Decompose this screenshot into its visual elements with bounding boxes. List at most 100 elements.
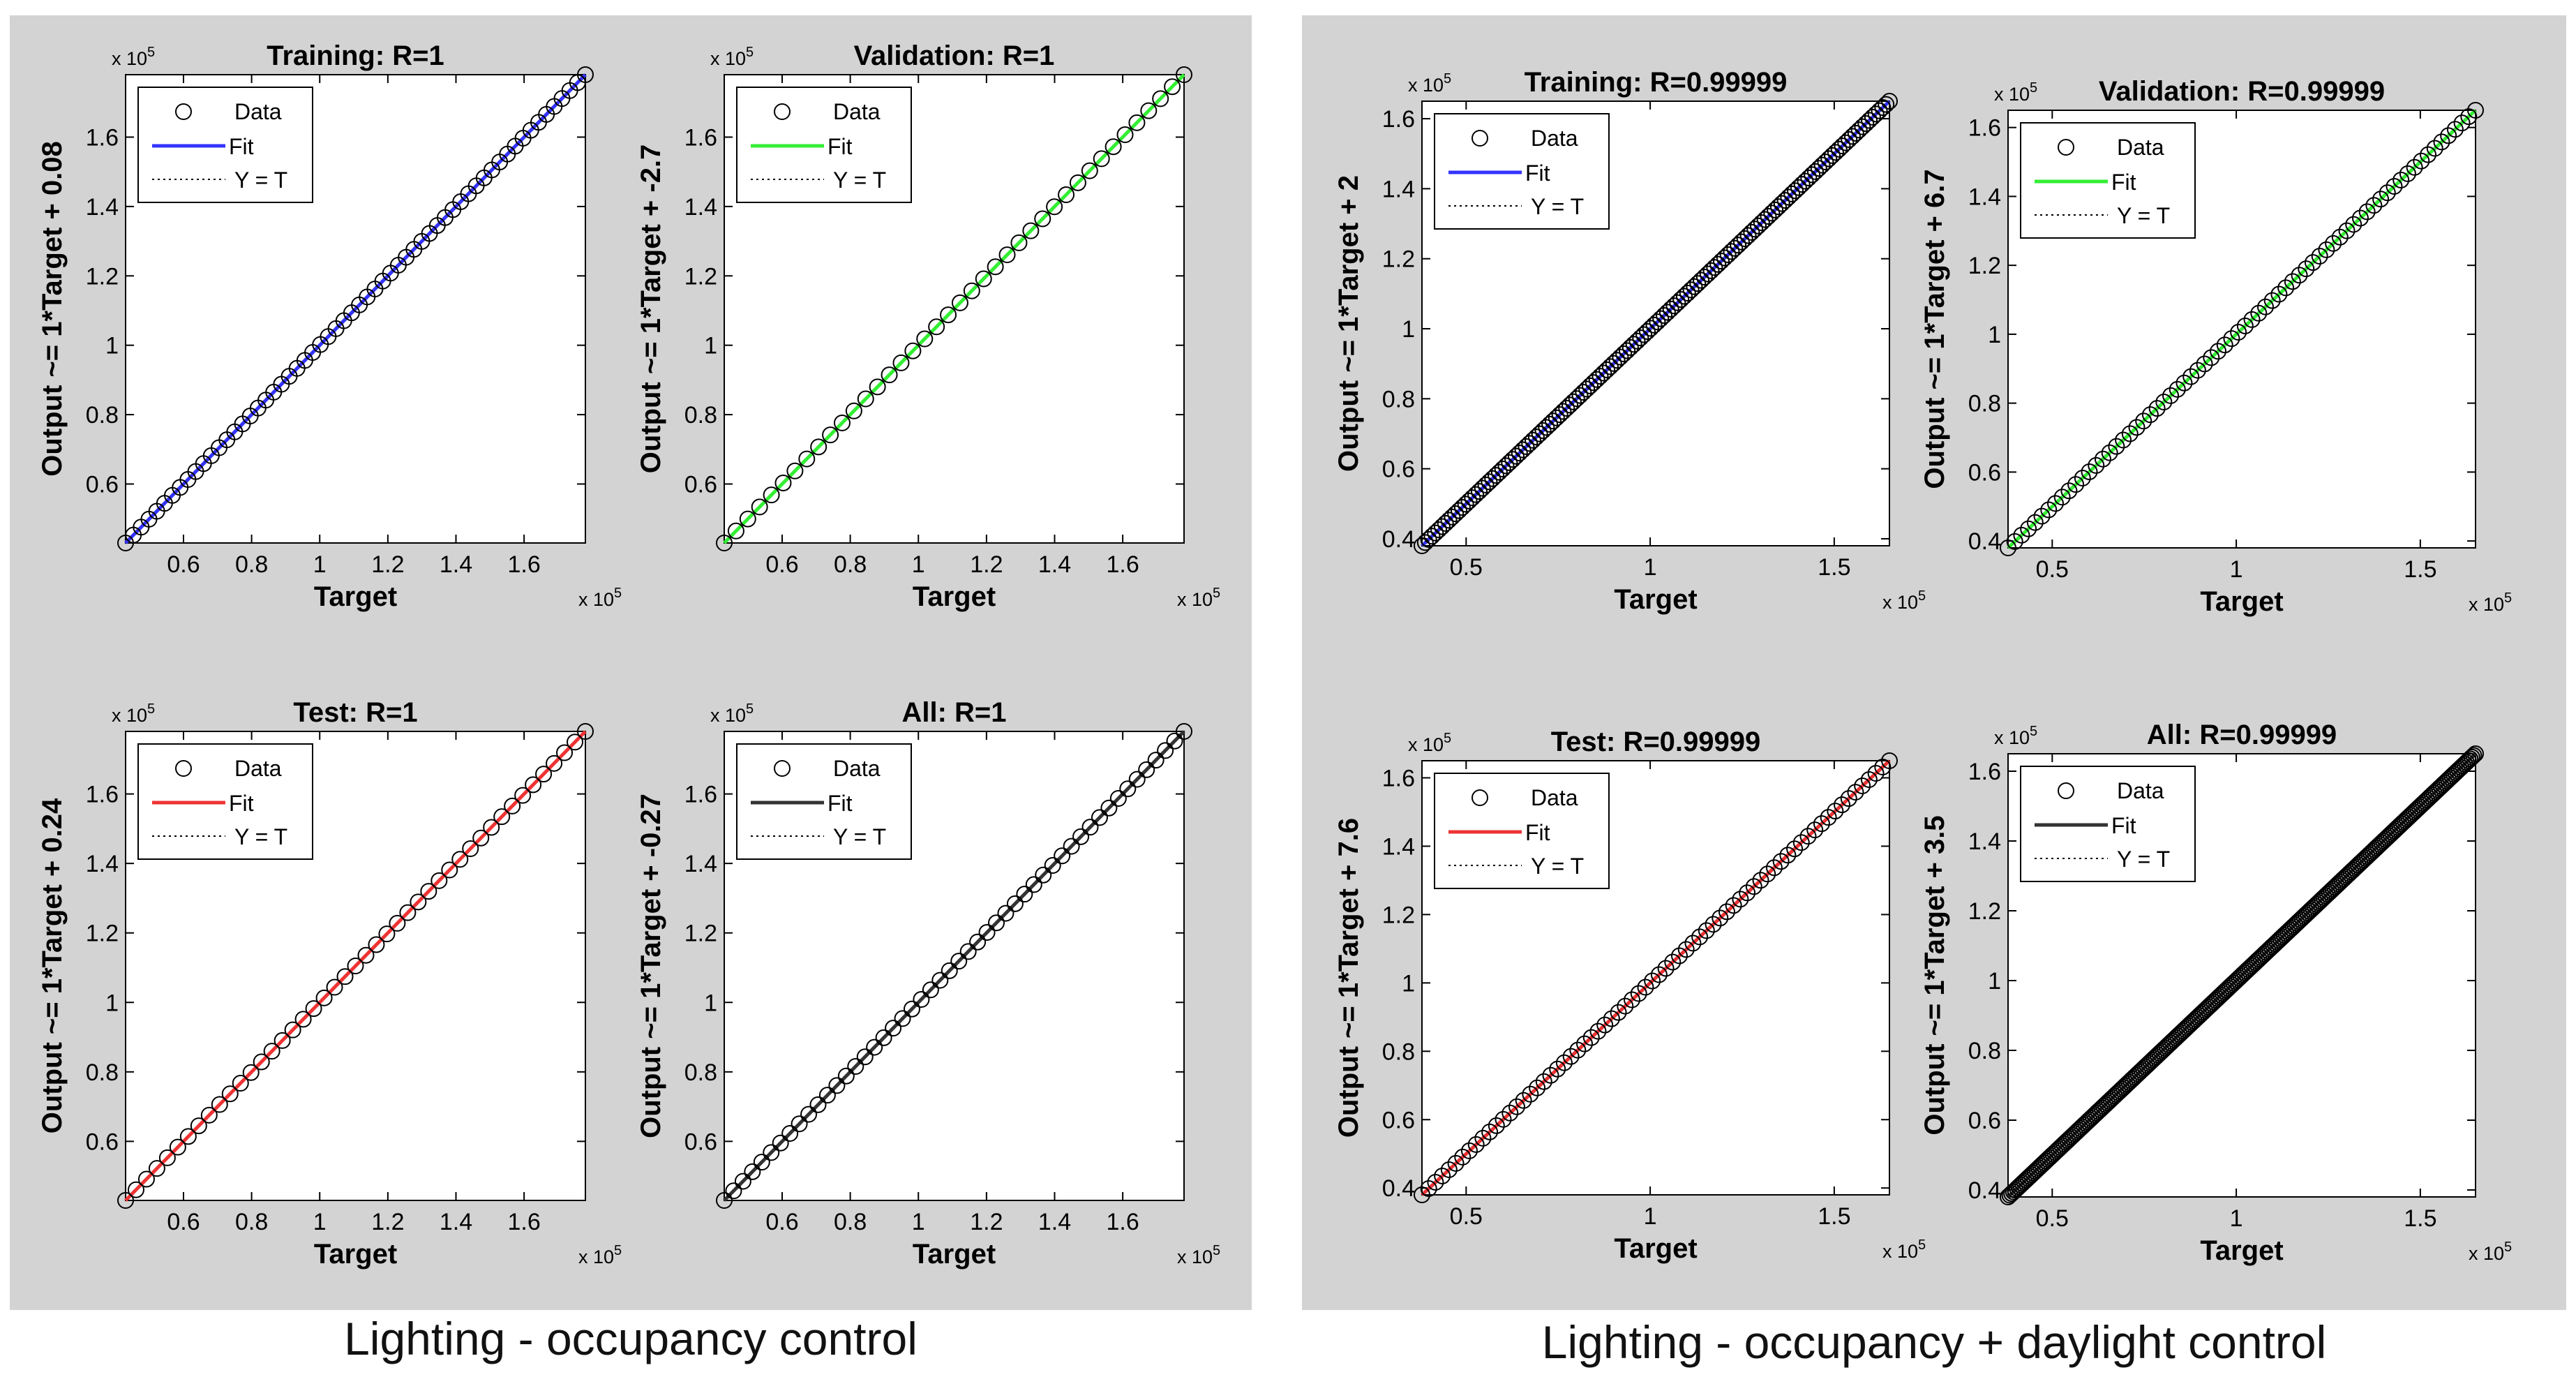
data-point [200,1106,218,1124]
y-tick-label: 1.4 [684,194,717,221]
data-point [2284,273,2301,290]
data-point [1044,857,1061,874]
data-point [2013,526,2030,544]
data-point [1745,878,1762,895]
y-tick-label: 1.6 [1968,115,2001,142]
data-point [148,1160,165,1177]
data-point [1596,1016,1614,1034]
data-point [1619,342,1636,359]
data-point [1813,156,1831,174]
data-point [894,1010,911,1027]
data-point [1538,419,1555,436]
data-point [577,723,594,740]
data-point [1702,262,1720,279]
caption-occupancy: Lighting - occupancy control [344,1313,918,1364]
y-tick-label: 1 [1988,322,2001,348]
chart-title: Validation: R=0.99999 [2099,76,2385,107]
data-point [1847,784,1864,801]
data-point [2420,146,2437,163]
x-multiplier-exp: 5 [1918,1237,1926,1253]
legend-data-label: Data [1531,126,1578,151]
data-point [1494,461,1511,478]
y-tick-label: 1.4 [1382,176,1415,202]
y-tick-label: 0.8 [684,1059,717,1086]
data-point [1776,192,1794,209]
data-point [1514,441,1532,459]
x-tick-label: 1 [912,1209,925,1235]
data-point [2182,368,2200,385]
data-point [1797,172,1814,190]
x-axis-label: Target [1614,584,1697,615]
data-point [1457,496,1474,513]
data-point [2338,222,2356,239]
x-axis-label: Target [2200,586,2283,617]
data-point [2141,406,2159,424]
y-multiplier-exp: 5 [2030,724,2037,739]
data-point [1867,105,1885,123]
data-point [1689,275,1707,292]
data-point [1562,396,1579,414]
x-tick-label: 0.6 [765,1209,798,1235]
data-point [305,1000,322,1018]
data-point [420,883,437,900]
chart-validation-occupancy: 0.6 0.8 1 1.2 1.4 1.6 0.6 0.8 1 1.2 1.4 1.6 Validati… [636,40,1220,612]
chart-validation-daylight: 0.5 1 1.5 0.4 0.6 0.8 1 1.2 1.4 1.6 Validation: R=… [1919,76,2512,617]
legend-data-marker [1472,130,1488,147]
x-tick-label: 0.8 [834,551,867,578]
data-point [1578,380,1596,398]
data-point [294,1011,312,1028]
legend-data-marker [1472,789,1488,806]
x-tick-label: 1 [313,1209,327,1235]
y-tick-label: 0.8 [1968,1038,2001,1064]
data-point [1691,928,1709,946]
data-point [810,438,828,456]
data-point [1444,508,1461,526]
data-point [2115,431,2132,449]
data-point [2460,108,2478,126]
data-point [1686,278,1703,295]
y-tick-label: 1.4 [1968,184,2001,210]
data-point [1698,922,1715,939]
data-point [1665,297,1683,315]
data-point [1501,454,1518,471]
y-tick-label: 1.2 [1968,253,2001,279]
y-tick-label: 1.2 [1382,246,1415,273]
data-point [525,776,542,794]
y-tick-label: 1.4 [86,194,119,221]
data-point [997,905,1014,922]
x-tick-label: 1 [2230,1205,2243,1232]
data-point [818,1087,836,1104]
legend-identity-label: Y = T [833,824,886,849]
data-point [1656,307,1673,325]
data-point [1824,147,1841,164]
data-point [1128,114,1146,131]
data-point [798,450,816,468]
x-tick-label: 0.8 [235,551,268,578]
x-tick-label: 1.6 [1107,1209,1139,1235]
data-point [1119,780,1137,798]
data-point [950,953,968,970]
y-multiplier: x 105 [1408,71,1451,96]
data-point [2270,285,2288,303]
data-point [2406,158,2423,176]
y-tick-label: 0.6 [1382,1107,1415,1133]
data-point [1515,1092,1532,1109]
legend-identity-label: Y = T [234,824,287,849]
legend-data-label: Data [234,756,282,781]
data-point [1773,195,1790,212]
y-multiplier: x 105 [112,45,155,69]
data-point [1091,809,1108,826]
legend-data-label: Data [1531,785,1578,810]
data-point [1427,1173,1444,1191]
data-point [2006,533,2023,550]
data-point [1730,237,1747,254]
data-point [1841,131,1858,148]
data-point [1780,188,1797,206]
y-tick-label: 0.8 [1968,391,2001,417]
data-point [1716,249,1733,267]
data-point [1820,809,1837,826]
data-point [284,1021,301,1039]
x-tick-label: 1.6 [508,551,541,578]
chart-all-daylight: 0.5 1 1.5 0.4 0.6 0.8 1 1.2 1.4 1.6 All: R=0.99999… [1919,720,2512,1266]
y-multiplier: x 105 [1408,731,1451,755]
